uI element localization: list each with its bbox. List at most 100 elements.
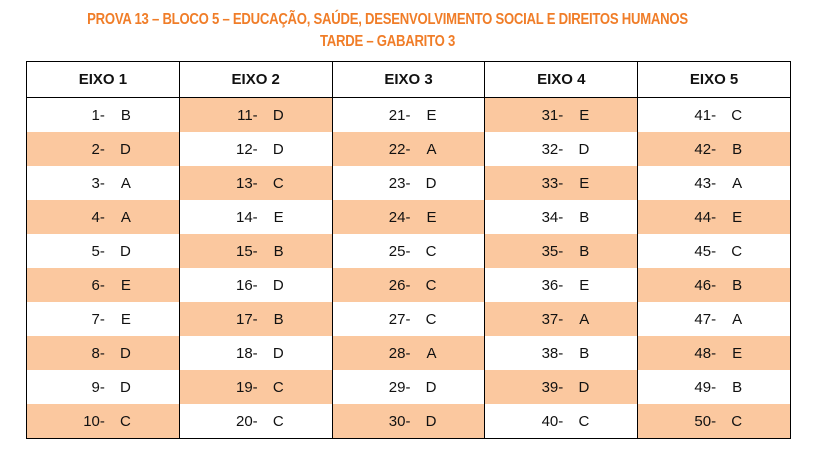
answer-cell: 35- B (484, 234, 639, 268)
answer-letter: E (426, 106, 437, 124)
answer-key-header: EIXO 1 EIXO 2 EIXO 3 EIXO 4 EIXO 5 (26, 61, 791, 98)
question-number: 20- (236, 412, 258, 430)
answer-cell: 34- B (484, 200, 639, 234)
question-number: 38- (541, 344, 564, 362)
question-number: 46- (694, 276, 717, 294)
answer-letter: A (732, 174, 743, 192)
question-number: 22- (388, 140, 411, 158)
answer-cell: 29- D (331, 370, 486, 404)
answer-letter: E (579, 174, 590, 192)
answer-cell: 37- A (484, 302, 639, 336)
answer-entry: 42- B (686, 141, 742, 158)
answer-entry: 45- C (686, 243, 742, 260)
answer-letter: C (272, 378, 284, 396)
answer-entry: 48- E (686, 345, 742, 362)
answer-letter: B (732, 276, 743, 294)
answer-cell: 48- E (637, 336, 791, 370)
answer-cell: 3- A (26, 166, 180, 200)
answer-entry: 7- E (75, 311, 131, 328)
answer-letter: A (426, 344, 437, 362)
answer-entry: 14- E (228, 209, 284, 226)
question-number: 5- (91, 242, 105, 260)
answer-cell: 45- C (637, 234, 791, 268)
answer-entry: 37- A (533, 310, 590, 328)
question-number: 15- (236, 242, 258, 260)
question-number: 21- (388, 106, 411, 124)
answer-entry: 19- C (228, 379, 284, 396)
question-number: 49- (694, 378, 717, 396)
document-title: PROVA 13 – BLOCO 5 – EDUCAÇÃO, SAÚDE, DE… (87, 11, 688, 28)
answer-entry: 47- A (686, 311, 742, 328)
answer-cell: 24- E (331, 200, 486, 234)
question-number: 27- (388, 310, 411, 328)
question-number: 39- (541, 378, 564, 396)
question-number: 35- (541, 242, 564, 260)
question-number: 7- (91, 310, 105, 328)
answer-cell: 10- C (26, 404, 180, 439)
question-number: 25- (388, 242, 411, 260)
answer-cell: 39- D (484, 370, 639, 404)
answer-letter: D (425, 412, 437, 430)
answer-cell: 8- D (26, 336, 180, 370)
question-number: 14- (236, 208, 258, 226)
answer-entry: 41- C (686, 107, 742, 124)
answer-entry: 2- D (75, 141, 131, 158)
question-number: 43- (694, 174, 717, 192)
answer-letter: E (732, 208, 743, 226)
answer-cell: 11- D (178, 97, 333, 132)
question-number: 33- (541, 174, 564, 192)
answer-cell: 30- D (331, 404, 486, 439)
answer-cell: 19- C (178, 370, 333, 404)
answer-cell: 25- C (331, 234, 486, 268)
answer-entry: 32- D (533, 141, 590, 158)
answer-cell: 32- D (484, 132, 639, 166)
answer-letter: B (579, 242, 590, 260)
answer-cell: 43- A (637, 166, 791, 200)
question-number: 23- (388, 174, 411, 192)
answer-letter: E (120, 276, 131, 294)
answer-cell: 21- E (331, 97, 486, 132)
answer-entry: 33- E (533, 174, 590, 192)
answer-letter: E (579, 276, 590, 294)
answer-letter: C (425, 276, 437, 294)
question-number: 4- (91, 208, 105, 226)
question-number: 2- (91, 140, 105, 158)
answer-letter: C (272, 174, 284, 192)
table-row: 1- B 11- D 21- E 31- E 41- C (26, 97, 791, 132)
answer-entry: 9- D (75, 379, 131, 396)
answer-entry: 49- B (686, 379, 742, 396)
answer-entry: 36- E (533, 276, 590, 294)
answer-letter: C (731, 242, 743, 260)
question-number: 28- (388, 344, 411, 362)
question-number: 41- (694, 106, 717, 124)
answer-cell: 46- B (637, 268, 791, 302)
question-number: 34- (541, 208, 564, 226)
column-header-eixo-5: EIXO 5 (637, 61, 791, 98)
question-number: 26- (388, 276, 411, 294)
answer-letter: E (273, 208, 284, 226)
answer-cell: 15- B (178, 234, 333, 268)
answer-letter: A (120, 208, 131, 226)
answer-letter: A (579, 310, 590, 328)
answer-entry: 23- D (380, 174, 437, 192)
answer-entry: 18- D (228, 345, 284, 362)
answer-entry: 12- D (228, 141, 284, 158)
answer-cell: 44- E (637, 200, 791, 234)
question-number: 8- (91, 344, 105, 362)
question-number: 3- (91, 174, 105, 192)
answer-letter: A (426, 140, 437, 158)
answer-letter: B (579, 344, 590, 362)
document-subtitle: TARDE – GABARITO 3 (319, 33, 456, 50)
answer-cell: 31- E (484, 97, 639, 132)
table-row: 5- D 15- B 25- C 35- B 45- C (26, 234, 791, 268)
answer-entry: 38- B (533, 344, 590, 362)
answer-entry: 28- A (380, 344, 437, 362)
answer-letter: C (272, 412, 284, 430)
answer-cell: 42- B (637, 132, 791, 166)
question-number: 10- (83, 412, 105, 430)
column-header-eixo-4: EIXO 4 (484, 61, 639, 98)
answer-cell: 9- D (26, 370, 180, 404)
answer-entry: 43- A (686, 175, 742, 192)
answer-entry: 46- B (686, 277, 742, 294)
answer-cell: 36- E (484, 268, 639, 302)
